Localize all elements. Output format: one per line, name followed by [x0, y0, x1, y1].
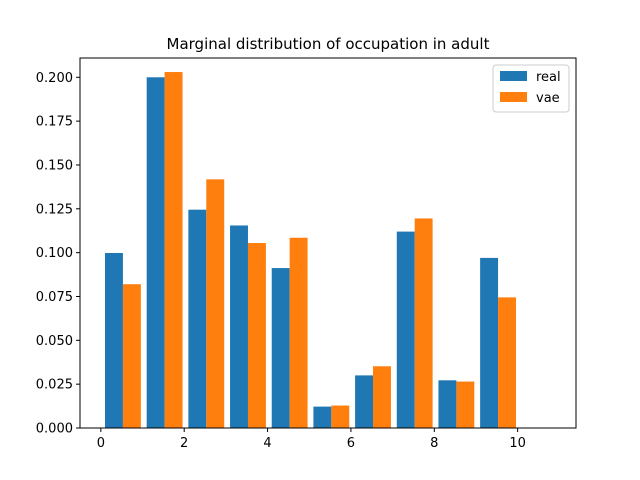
bar-vae-6 — [373, 366, 391, 428]
y-axis: 0.000 0.025 0.050 0.075 0.100 0.125 0.150 0.175… — [36, 71, 80, 437]
x-tick-label-8: 8 — [430, 436, 438, 451]
x-tick-label-0: 0 — [97, 436, 105, 451]
y-tick-label-0: 0.000 — [36, 422, 73, 437]
y-tick-label-0.2: 0.200 — [36, 71, 73, 86]
y-tick-label-0.075: 0.075 — [36, 290, 73, 305]
bars-group — [105, 72, 516, 429]
plot-frame — [79, 57, 577, 429]
bar-real-6 — [355, 375, 374, 428]
chart-title: Marginal distribution of occupation in a… — [167, 35, 490, 53]
y-tick-label-0.05: 0.050 — [36, 334, 73, 349]
bar-vae-4 — [289, 237, 308, 428]
legend: real vae — [492, 64, 570, 113]
y-tick-label-0.125: 0.125 — [36, 202, 73, 217]
bar-vae-8 — [456, 381, 475, 428]
bar-real-8 — [438, 380, 457, 428]
bar-real-2 — [188, 209, 207, 428]
bar-vae-2 — [206, 179, 225, 428]
x-tick-label-10: 10 — [509, 436, 526, 451]
bar-real-0 — [105, 252, 123, 428]
legend-label-vae: vae — [536, 91, 560, 106]
bar-vae-3 — [247, 243, 266, 428]
legend-swatch-vae — [500, 92, 527, 102]
bar-real-5 — [313, 406, 332, 428]
bar-vae-7 — [414, 218, 433, 428]
bar-vae-1 — [164, 72, 183, 428]
legend-swatch-real — [500, 71, 527, 81]
x-tick-label-2: 2 — [180, 436, 188, 451]
y-tick-label-0.15: 0.150 — [36, 158, 73, 173]
x-tick-label-6: 6 — [347, 436, 355, 451]
bar-vae-0 — [122, 284, 141, 428]
y-tick-label-0.175: 0.175 — [36, 115, 73, 130]
bar-real-7 — [396, 231, 415, 428]
bar-real-1 — [146, 77, 165, 429]
bar-real-4 — [271, 268, 290, 428]
bar-real-9 — [480, 257, 499, 428]
y-tick-label-0.1: 0.100 — [36, 246, 73, 261]
legend-label-real: real — [536, 70, 561, 85]
x-tick-label-4: 4 — [263, 436, 271, 451]
bar-vae-9 — [498, 297, 516, 428]
bar-vae-5 — [331, 405, 350, 428]
y-tick-label-0.025: 0.025 — [36, 378, 73, 393]
x-axis: 0 2 4 6 8 10 — [97, 428, 526, 451]
bar-real-3 — [230, 225, 248, 428]
